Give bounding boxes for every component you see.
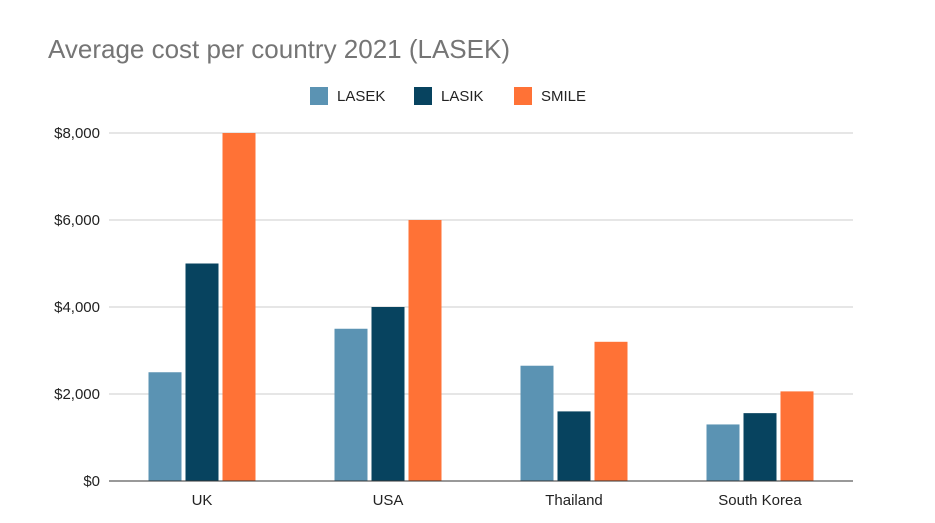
bar-lasek [706,424,740,481]
legend-label: SMILE [541,88,586,105]
bar-smile [408,220,442,481]
y-tick-label: $6,000 [54,212,100,229]
bar-lasik [185,263,219,481]
chart-title: Average cost per country 2021 (LASEK) [48,34,510,64]
x-tick-label: UK [192,492,213,509]
legend-label: LASEK [337,88,385,105]
bar-lasik [743,413,777,481]
bar-lasik [557,411,591,481]
y-tick-label: $0 [83,473,100,490]
legend-label: LASIK [441,88,484,105]
bar-lasek [148,372,182,481]
bar-smile [222,133,256,481]
bar-smile [594,341,628,481]
y-tick-label: $8,000 [54,125,100,142]
y-tick-label: $2,000 [54,386,100,403]
legend-swatch [514,87,532,105]
bar-smile [780,391,814,481]
x-tick-label: Thailand [545,492,603,509]
bar-lasek [334,328,368,481]
bar-lasik [371,307,405,481]
bar-lasek [520,365,554,481]
y-tick-label: $4,000 [54,299,100,316]
x-tick-label: USA [373,492,404,509]
legend-swatch [414,87,432,105]
x-tick-label: South Korea [718,492,802,509]
legend-swatch [310,87,328,105]
